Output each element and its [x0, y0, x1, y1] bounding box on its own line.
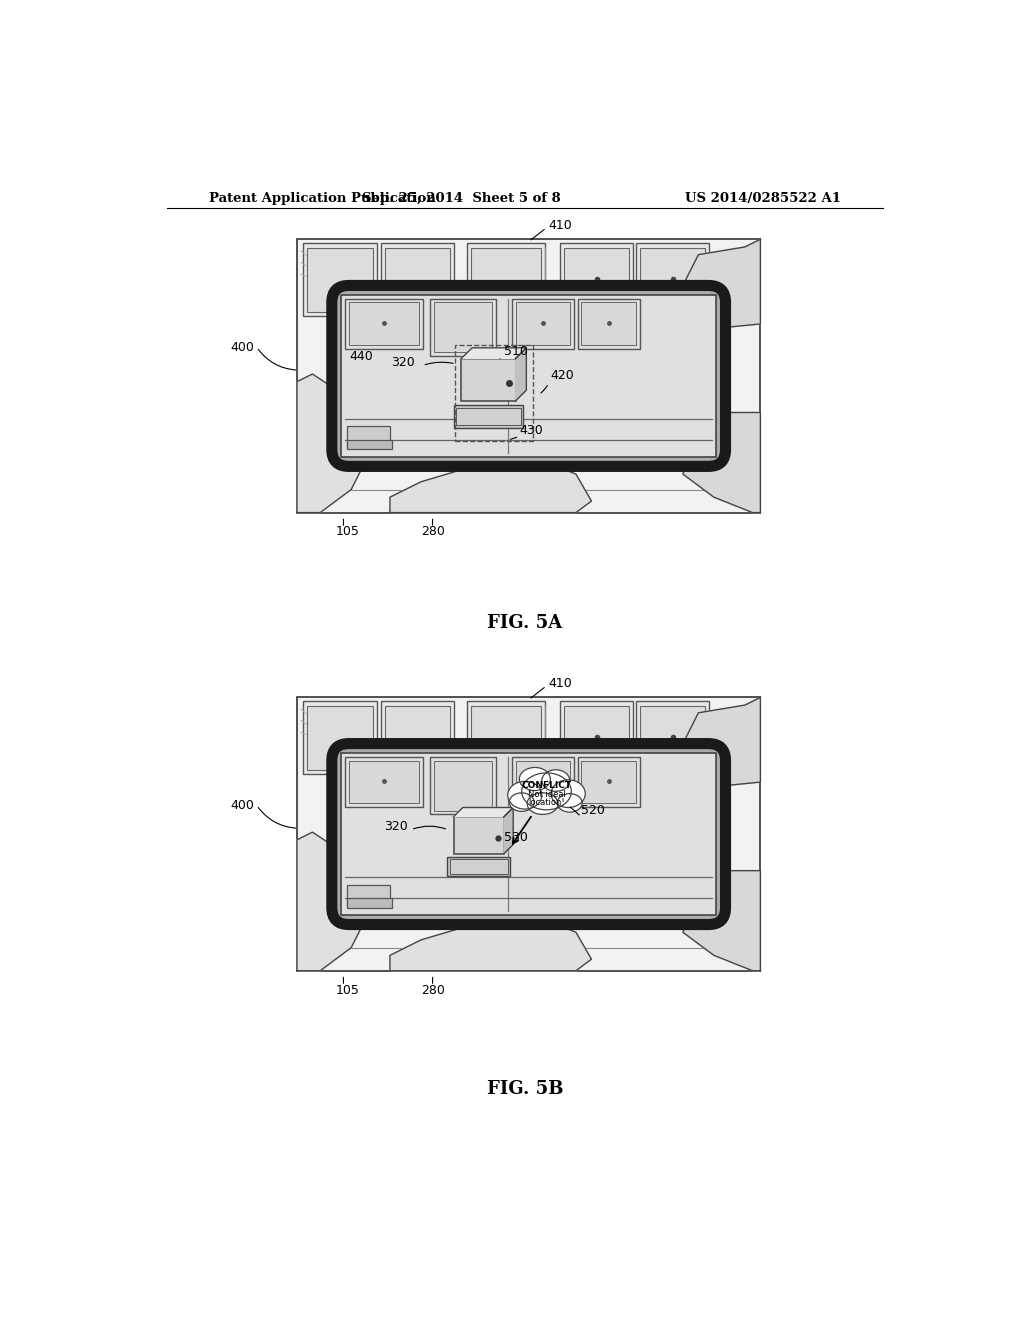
Text: 510: 510: [504, 345, 527, 358]
Bar: [349, 302, 419, 345]
Bar: [430, 756, 496, 814]
Text: US 2014/0285522 A1: US 2014/0285522 A1: [685, 191, 841, 205]
Text: 320: 320: [384, 820, 408, 833]
Text: 430: 430: [519, 424, 543, 437]
Text: 105: 105: [336, 525, 359, 539]
Polygon shape: [454, 808, 513, 817]
Bar: [297, 697, 761, 970]
Text: location!: location!: [528, 797, 565, 807]
Text: 400: 400: [230, 341, 254, 354]
Bar: [578, 756, 640, 807]
Bar: [640, 248, 706, 312]
Polygon shape: [683, 697, 761, 785]
Bar: [381, 243, 455, 317]
Text: Sep. 25, 2014  Sheet 5 of 8: Sep. 25, 2014 Sheet 5 of 8: [361, 191, 560, 205]
Polygon shape: [683, 412, 761, 512]
Polygon shape: [683, 871, 761, 970]
Text: 410: 410: [548, 219, 571, 232]
Text: 280: 280: [421, 525, 444, 539]
Text: Not ideal: Not ideal: [527, 789, 565, 799]
Text: FIG. 5A: FIG. 5A: [487, 614, 562, 632]
Bar: [467, 701, 545, 789]
Bar: [512, 298, 573, 348]
Bar: [347, 441, 392, 449]
Text: 400: 400: [230, 799, 254, 812]
Ellipse shape: [557, 793, 583, 812]
Bar: [515, 760, 569, 803]
Bar: [454, 817, 504, 854]
FancyBboxPatch shape: [332, 285, 726, 466]
Bar: [385, 706, 451, 770]
Polygon shape: [515, 348, 526, 401]
Bar: [455, 345, 532, 441]
Bar: [560, 701, 633, 775]
Bar: [640, 706, 706, 770]
Text: 520: 520: [582, 804, 605, 817]
Bar: [303, 243, 377, 317]
Bar: [456, 408, 521, 425]
Bar: [434, 760, 493, 810]
Bar: [454, 405, 523, 428]
Bar: [303, 701, 377, 775]
Bar: [512, 756, 573, 807]
Polygon shape: [504, 808, 513, 854]
Bar: [341, 752, 716, 915]
Ellipse shape: [521, 774, 571, 810]
Bar: [385, 248, 451, 312]
Bar: [347, 884, 390, 906]
Bar: [450, 859, 508, 874]
Bar: [461, 359, 515, 401]
Text: Patent Application Publication: Patent Application Publication: [209, 191, 436, 205]
Bar: [430, 298, 496, 356]
Text: 320: 320: [391, 355, 416, 368]
Text: 420: 420: [550, 370, 574, 383]
Text: 105: 105: [336, 983, 359, 997]
Bar: [467, 243, 545, 331]
Bar: [347, 426, 390, 447]
Ellipse shape: [508, 781, 542, 809]
Bar: [341, 294, 716, 457]
Bar: [578, 298, 640, 348]
Bar: [349, 760, 419, 803]
Bar: [307, 706, 373, 770]
Polygon shape: [461, 348, 526, 359]
Bar: [345, 298, 423, 348]
Polygon shape: [390, 917, 592, 970]
Bar: [636, 701, 710, 775]
Text: 410: 410: [548, 677, 571, 690]
Bar: [297, 239, 761, 512]
FancyBboxPatch shape: [332, 743, 726, 924]
Text: FIG. 5B: FIG. 5B: [486, 1080, 563, 1098]
Bar: [582, 302, 636, 345]
Polygon shape: [390, 459, 592, 512]
Ellipse shape: [542, 770, 569, 792]
Bar: [447, 857, 510, 876]
Text: 530: 530: [504, 832, 527, 845]
Text: 440: 440: [349, 350, 373, 363]
Bar: [564, 706, 630, 770]
Bar: [515, 302, 569, 345]
Bar: [307, 248, 373, 312]
Ellipse shape: [551, 780, 586, 808]
Polygon shape: [297, 374, 367, 512]
Bar: [381, 701, 455, 775]
Ellipse shape: [509, 793, 535, 812]
Polygon shape: [683, 239, 761, 327]
Bar: [582, 760, 636, 803]
Bar: [636, 243, 710, 317]
Bar: [471, 248, 541, 327]
Bar: [345, 756, 423, 807]
Bar: [434, 302, 493, 352]
Text: CONFLICT: CONFLICT: [521, 781, 571, 791]
Bar: [347, 899, 392, 908]
Polygon shape: [297, 832, 367, 970]
Bar: [560, 243, 633, 317]
Bar: [471, 706, 541, 785]
Ellipse shape: [527, 793, 558, 814]
Ellipse shape: [519, 767, 550, 791]
Bar: [564, 248, 630, 312]
Text: 280: 280: [421, 983, 444, 997]
